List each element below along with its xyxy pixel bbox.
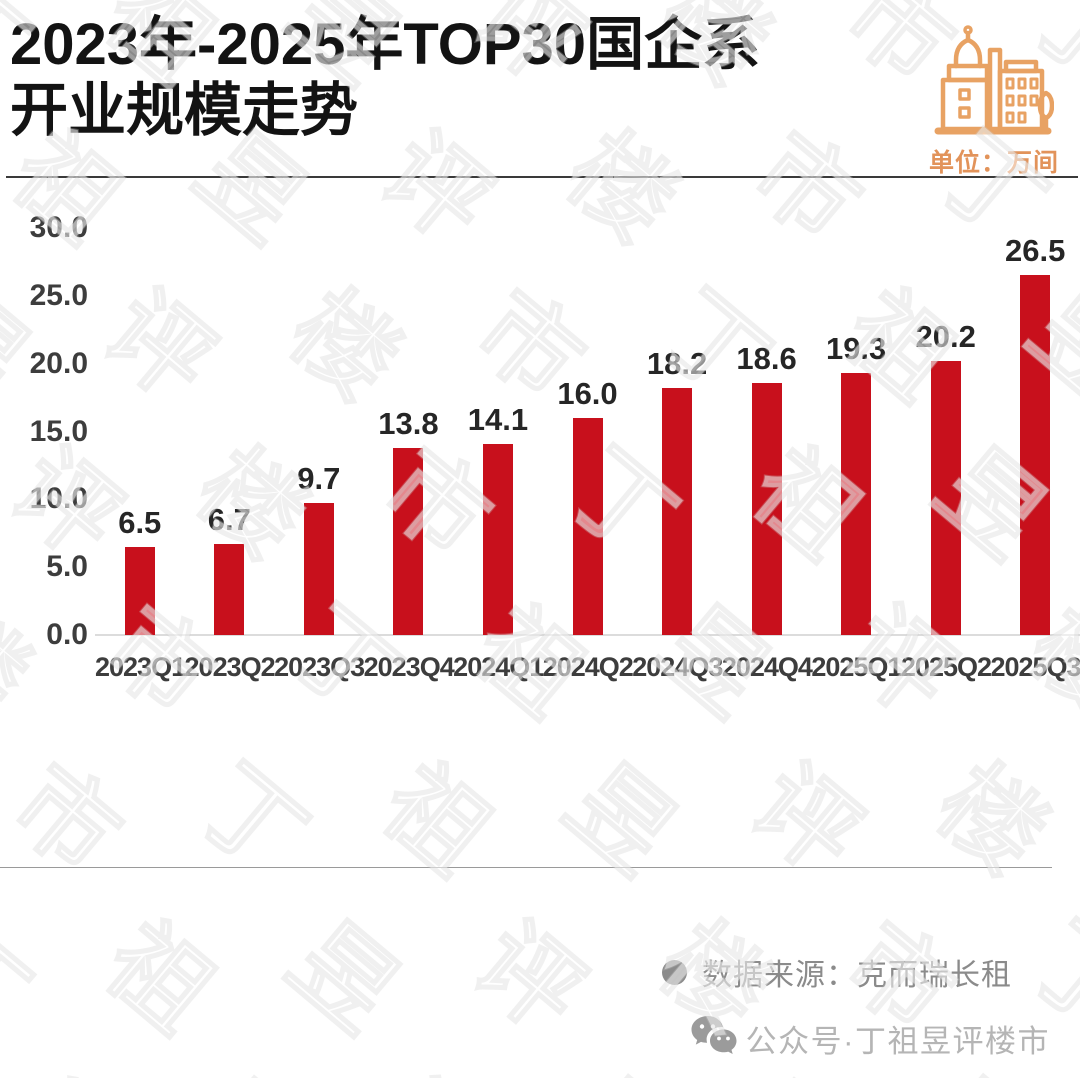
y-axis-tick-label: 5.0 — [46, 550, 88, 584]
bar-value-label: 18.6 — [736, 340, 797, 376]
wechat-account-row: 公众号·丁祖昱评楼市 — [690, 1014, 1050, 1063]
chart-bar — [214, 544, 245, 635]
bar-value-label: 26.5 — [1005, 233, 1066, 269]
x-axis-tick-label: 2024Q2 — [542, 652, 634, 682]
x-axis-baseline — [95, 634, 1080, 636]
chart-bar — [124, 546, 155, 635]
x-axis-tick-label: 2025Q1 — [811, 652, 902, 682]
bar-value-label: 16.0 — [557, 375, 618, 411]
x-axis-tick-label: 2024Q3 — [632, 652, 723, 682]
chart-bar — [303, 503, 334, 635]
x-axis-tick-label: 2023Q4 — [363, 652, 455, 682]
bar-value-label: 13.8 — [378, 405, 439, 441]
footer-divider — [0, 867, 1052, 868]
unit-label: 单位：万间 — [928, 149, 1059, 177]
y-axis-tick-label: 15.0 — [29, 414, 88, 448]
title-divider — [6, 176, 1078, 178]
x-axis-tick-label: 2023Q2 — [184, 652, 276, 682]
bar-value-label: 18.2 — [646, 346, 708, 382]
chart-bar — [572, 417, 603, 635]
x-axis-tick-label: 2023Q3 — [274, 652, 365, 682]
x-axis-tick-label: 2023Q1 — [95, 652, 186, 682]
page-title-line2: 开业规模走势 — [10, 77, 359, 143]
data-source-row: 数据来源：克而瑞长租 — [662, 950, 1012, 994]
y-axis-tick-label: 30.0 — [29, 211, 88, 244]
x-axis-tick-label: 2024Q4 — [721, 652, 813, 682]
data-source-text: 数据来源：克而瑞长租 — [702, 959, 1012, 992]
unit-block: 单位：万间 — [928, 20, 1060, 179]
wechat-icon — [690, 1014, 738, 1063]
y-axis-tick-label: 20.0 — [29, 346, 88, 380]
chart-bar — [841, 373, 872, 635]
page-title: 2023年-2025年TOP30国企系 开业规模走势 — [10, 12, 760, 143]
chart-bar — [482, 443, 513, 635]
x-axis-tick-label: 2025Q2 — [900, 652, 992, 682]
chart-bar — [393, 447, 424, 635]
bar-value-label: 14.1 — [467, 401, 529, 437]
wechat-account-text: 公众号·丁祖昱评楼市 — [745, 1024, 1050, 1059]
bar-value-label: 20.2 — [915, 318, 976, 354]
bar-value-label: 19.3 — [825, 331, 887, 367]
bar-value-label: 6.5 — [118, 504, 162, 540]
bar-value-label: 6.7 — [207, 502, 251, 538]
page-title-line1: 2023年-2025年TOP30国企系 — [10, 12, 761, 77]
chart-bar — [1020, 275, 1051, 635]
y-axis-tick-label: 25.0 — [29, 278, 88, 312]
chart-bar — [751, 382, 782, 635]
chart-bar — [930, 360, 961, 635]
bullet-icon — [662, 959, 687, 985]
bar-value-label: 9.7 — [297, 461, 341, 497]
y-axis-tick-label: 10.0 — [29, 482, 88, 516]
building-icon — [934, 25, 1055, 142]
x-axis-tick-label: 2025Q3 — [990, 652, 1080, 682]
y-axis-tick-label: 0.0 — [46, 618, 88, 651]
chart-bar — [662, 388, 693, 635]
x-axis-tick-label: 2024Q1 — [453, 652, 544, 682]
